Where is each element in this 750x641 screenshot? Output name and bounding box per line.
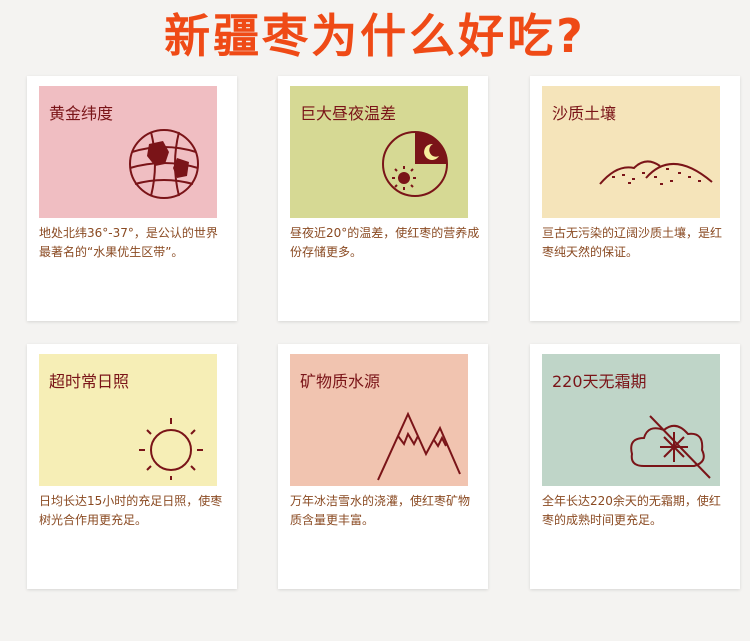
sand-dune-icon — [599, 160, 713, 185]
feature-panel: 巨大昼夜温差 — [290, 86, 468, 218]
feature-title: 黄金纬度 — [49, 104, 114, 123]
feature-card-water: 矿物质水源 万年冰洁雪水的浇灌，使红枣矿物质含量更丰富。 — [278, 344, 488, 589]
feature-description: 亘古无污染的辽阔沙质土壤，是红枣纯天然的保证。 — [542, 226, 723, 259]
feature-title: 巨大昼夜温差 — [300, 104, 397, 123]
feature-card-soil: 沙质土壤 亘古无污染的辽阔沙质土壤，是红枣纯天然的保证。 — [530, 76, 740, 321]
feature-panel: 220天无霜期 — [542, 354, 720, 486]
feature-description: 全年长达220余天的无霜期，使红枣的成熟时间更充足。 — [542, 494, 721, 527]
feature-panel: 沙质土壤 — [542, 86, 720, 218]
globe-icon — [129, 129, 199, 199]
feature-panel: 超时常日照 — [39, 354, 217, 486]
feature-panel: 矿物质水源 — [290, 354, 468, 486]
feature-panel: 黄金纬度 — [39, 86, 217, 218]
feature-card-sunshine: 超时常日照 日均长达15小时的充足日照，使枣树光合作用更充足。 — [27, 344, 237, 589]
feature-title: 220天无霜期 — [552, 372, 647, 391]
feature-card-temperature: 巨大昼夜温差 昼夜近20°的温差，使红枣的营养成份存储更多。 — [278, 76, 488, 321]
mountain-icon — [377, 411, 461, 481]
page-title: 新疆枣为什么好吃? — [164, 9, 586, 63]
feature-title: 超时常日照 — [49, 372, 130, 391]
feature-description: 昼夜近20°的温差，使红枣的营养成份存储更多。 — [290, 226, 480, 259]
feature-description: 地处北纬36°-37°，是公认的世界最著名的“水果优生区带”。 — [39, 226, 218, 259]
feature-card-latitude: 黄金纬度 地处北纬36°-37°，是公认的世界最著名的“水果优生区带”。 — [27, 76, 237, 321]
feature-title: 矿物质水源 — [300, 372, 381, 391]
sun-moon-icon — [382, 131, 448, 197]
feature-card-frost-free: 220天无霜期 全年长达220余天的无霜期，使红枣的成熟时间更充足。 — [530, 344, 740, 589]
no-frost-icon — [630, 415, 711, 479]
feature-description: 万年冰洁雪水的浇灌，使红枣矿物质含量更丰富。 — [290, 494, 471, 527]
sun-icon — [139, 418, 203, 480]
feature-title: 沙质土壤 — [552, 104, 617, 123]
feature-description: 日均长达15小时的充足日照，使枣树光合作用更充足。 — [39, 494, 223, 527]
